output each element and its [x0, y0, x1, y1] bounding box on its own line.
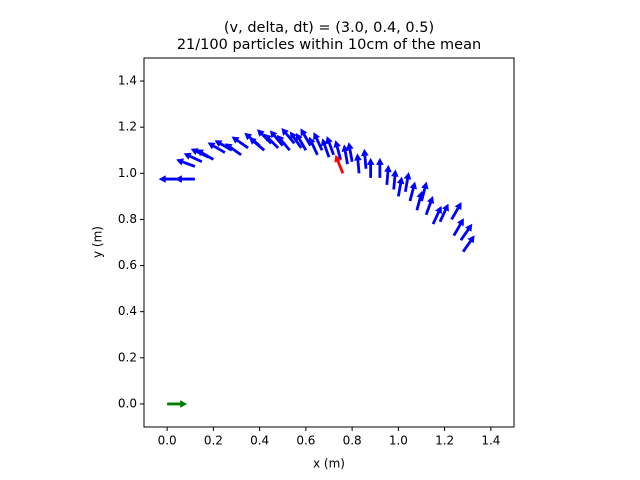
- arrow: [461, 235, 475, 253]
- arrow: [346, 142, 354, 163]
- x-tick-label: 1.4: [481, 434, 500, 448]
- arrow: [361, 148, 369, 169]
- arrow: [231, 136, 249, 150]
- x-tick-label: 1.0: [389, 434, 408, 448]
- y-tick-label: 1.4: [118, 74, 137, 88]
- y-tick-label: 0.4: [118, 304, 137, 318]
- arrow: [224, 143, 242, 157]
- arrow: [196, 149, 215, 161]
- x-tick-label: 0.4: [250, 434, 269, 448]
- y-tick-label: 1.2: [118, 120, 137, 134]
- arrow: [248, 137, 266, 152]
- arrow: [174, 175, 195, 183]
- arrow: [366, 157, 375, 178]
- arrow: [183, 152, 203, 164]
- y-tick-label: 0.6: [118, 258, 137, 272]
- arrow: [276, 134, 291, 152]
- arrow: [452, 218, 464, 237]
- arrow: [420, 181, 429, 202]
- x-axis-label: x (m): [313, 457, 345, 471]
- arrow: [263, 133, 280, 149]
- arrow: [207, 142, 226, 154]
- arrow: [320, 138, 331, 158]
- arrow: [313, 132, 324, 151]
- arrow: [424, 196, 435, 216]
- arrow: [408, 181, 417, 202]
- arrow: [325, 136, 335, 156]
- arrow: [333, 140, 342, 160]
- plot-area: [143, 57, 515, 428]
- arrow: [295, 132, 308, 151]
- chart-subtitle: 21/100 particles within 10cm of the mean: [177, 37, 481, 53]
- arrow: [459, 223, 473, 241]
- chart-title: (v, delta, dt) = (3.0, 0.4, 0.5): [224, 20, 434, 36]
- arrow: [384, 164, 392, 185]
- arrow: [308, 136, 319, 156]
- x-tick-label: 1.2: [435, 434, 454, 448]
- x-tick-label: 0.6: [296, 434, 315, 448]
- arrow: [257, 129, 273, 145]
- arrow: [376, 157, 384, 178]
- y-tick-label: 0.8: [118, 212, 137, 226]
- arrow: [431, 205, 443, 225]
- arrow: [391, 169, 399, 190]
- arrow: [269, 130, 284, 147]
- arrow: [450, 202, 462, 221]
- y-tick-label: 0.2: [118, 350, 137, 364]
- arrow: [334, 154, 345, 174]
- x-tick-label: 0.8: [343, 434, 362, 448]
- arrow: [176, 158, 196, 168]
- y-axis-label: y (m): [91, 226, 105, 258]
- arrow: [354, 153, 362, 174]
- x-tick-label: 0.0: [158, 434, 177, 448]
- y-tick-label: 0.0: [118, 396, 137, 410]
- y-tick-label: 1.0: [118, 166, 137, 180]
- x-tick-label: 0.2: [204, 434, 223, 448]
- arrow: [167, 400, 188, 408]
- arrow: [396, 176, 405, 197]
- arrow: [158, 175, 179, 183]
- arrow: [281, 128, 296, 145]
- arrow: [438, 203, 449, 223]
- arrow: [403, 172, 412, 193]
